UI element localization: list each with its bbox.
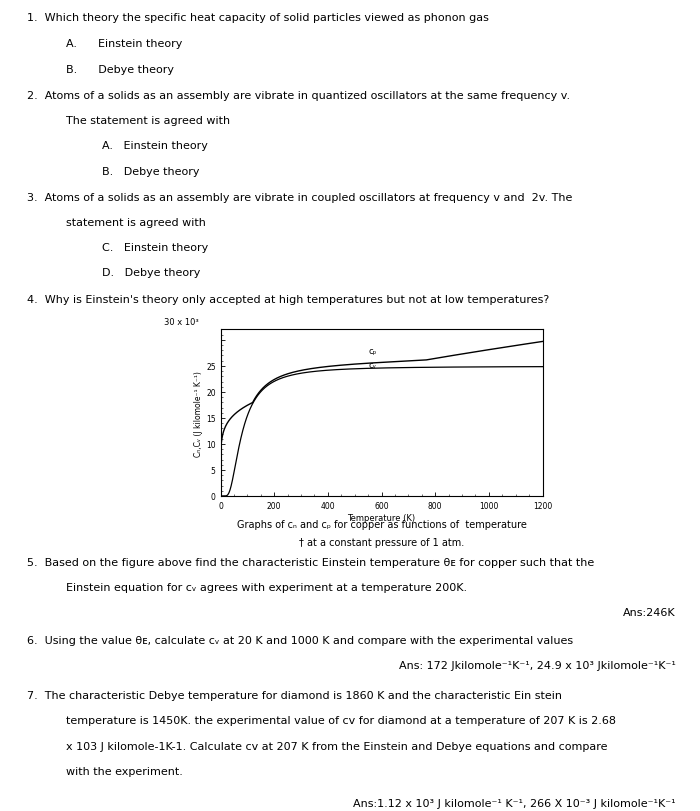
Y-axis label: Cₙ,Cᵥ (J kilomole⁻¹ K⁻¹): Cₙ,Cᵥ (J kilomole⁻¹ K⁻¹) <box>194 371 203 456</box>
Text: 4.  Why is Einstein's theory only accepted at high temperatures but not at low t: 4. Why is Einstein's theory only accepte… <box>27 294 549 305</box>
Text: Ans:246K: Ans:246K <box>623 607 676 617</box>
Text: A.   Einstein theory: A. Einstein theory <box>102 141 207 151</box>
Text: † at a constant pressure of 1 atm.: † at a constant pressure of 1 atm. <box>299 537 464 547</box>
Text: Ans:1.12 x 10³ J kilomole⁻¹ K⁻¹, 266 X 10⁻³ J kilomole⁻¹K⁻¹: Ans:1.12 x 10³ J kilomole⁻¹ K⁻¹, 266 X 1… <box>353 799 676 809</box>
Text: cᵥ: cᵥ <box>368 361 376 370</box>
Text: with the experiment.: with the experiment. <box>66 766 183 776</box>
Text: temperature is 1450K. the experimental value of cv for diamond at a temperature : temperature is 1450K. the experimental v… <box>66 715 617 726</box>
Text: 1.  Which theory the specific heat capacity of solid particles viewed as phonon : 1. Which theory the specific heat capaci… <box>27 13 489 23</box>
Text: 7.  The characteristic Debye temperature for diamond is 1860 K and the character: 7. The characteristic Debye temperature … <box>27 690 561 701</box>
Text: 5.  Based on the figure above find the characteristic Einstein temperature θᴇ fo: 5. Based on the figure above find the ch… <box>27 557 594 567</box>
Text: 2.  Atoms of a solids as an assembly are vibrate in quantized oscillators at the: 2. Atoms of a solids as an assembly are … <box>27 91 570 101</box>
Text: Graphs of cₙ and cₚ for copper as functions of  temperature: Graphs of cₙ and cₚ for copper as functi… <box>237 519 526 529</box>
Text: B.      Debye theory: B. Debye theory <box>66 65 174 75</box>
Text: B.   Debye theory: B. Debye theory <box>102 166 199 176</box>
Text: The statement is agreed with: The statement is agreed with <box>66 116 230 126</box>
Text: Ans: 172 Jkilomole⁻¹K⁻¹, 24.9 x 10³ Jkilomole⁻¹K⁻¹: Ans: 172 Jkilomole⁻¹K⁻¹, 24.9 x 10³ Jkil… <box>398 660 676 670</box>
Text: 3.  Atoms of a solids as an assembly are vibrate in coupled oscillators at frequ: 3. Atoms of a solids as an assembly are … <box>27 193 572 203</box>
Text: x 103 J kilomole-1K-1. Calculate cv at 207 K from the Einstein and Debye equatio: x 103 J kilomole-1K-1. Calculate cv at 2… <box>66 740 608 751</box>
Text: 6.  Using the value θᴇ, calculate cᵥ at 20 K and 1000 K and compare with the exp: 6. Using the value θᴇ, calculate cᵥ at 2… <box>27 635 573 645</box>
Text: Einstein equation for cᵥ agrees with experiment at a temperature 200K.: Einstein equation for cᵥ agrees with exp… <box>66 582 468 592</box>
Text: cₚ: cₚ <box>368 346 377 355</box>
Text: statement is agreed with: statement is agreed with <box>66 218 206 228</box>
Text: C.   Einstein theory: C. Einstein theory <box>102 243 208 253</box>
Text: A.      Einstein theory: A. Einstein theory <box>66 40 183 49</box>
Text: D.   Debye theory: D. Debye theory <box>102 268 200 278</box>
Text: 30 x 10³: 30 x 10³ <box>164 318 199 327</box>
X-axis label: Temperature (K): Temperature (K) <box>347 513 416 522</box>
